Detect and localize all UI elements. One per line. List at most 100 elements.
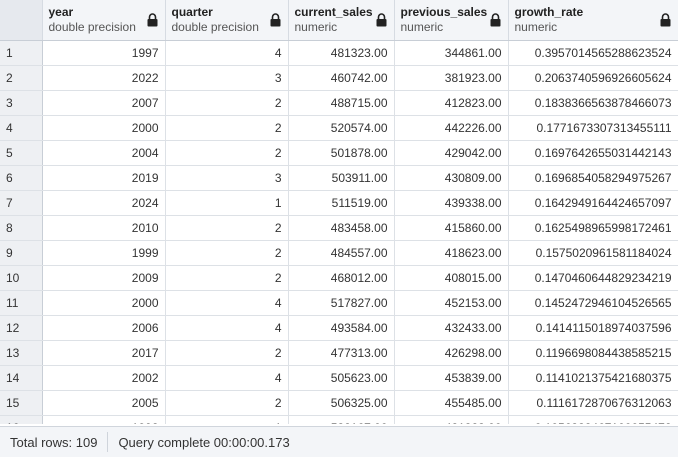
- row-number[interactable]: 13: [0, 340, 43, 366]
- row-number[interactable]: 12: [0, 315, 43, 341]
- table-row[interactable]: 5 2004 2 501878.00 429042.00 0.16976426550314…: [0, 140, 678, 166]
- cell-growth-rate[interactable]: 0.1470460644829234219: [508, 265, 678, 291]
- table-row[interactable]: 14 2002 4 505623.00 453839.00 0.1141021375421…: [0, 365, 678, 391]
- cell-quarter[interactable]: 4: [165, 290, 289, 316]
- cell-current-sales[interactable]: 483458.00: [288, 215, 395, 241]
- cell-growth-rate[interactable]: 0.1116172870676312063: [508, 390, 678, 416]
- table-row[interactable]: 15 2005 2 506325.00 455485.00 0.1116172870676…: [0, 390, 678, 416]
- cell-quarter[interactable]: 2: [165, 140, 289, 166]
- cell-quarter[interactable]: 4: [165, 365, 289, 391]
- cell-current-sales[interactable]: 520574.00: [288, 115, 395, 141]
- cell-growth-rate[interactable]: 0.1642949164424657097: [508, 190, 678, 216]
- select-all-corner[interactable]: [0, 0, 43, 41]
- cell-current-sales[interactable]: 506325.00: [288, 390, 395, 416]
- cell-quarter[interactable]: 2: [165, 340, 289, 366]
- cell-growth-rate[interactable]: 0.3957014565288623524: [508, 40, 678, 66]
- cell-growth-rate[interactable]: 0.1771673307313455111: [508, 115, 678, 141]
- cell-previous-sales[interactable]: 442226.00: [394, 115, 509, 141]
- cell-current-sales[interactable]: 481323.00: [288, 40, 395, 66]
- row-number[interactable]: 5: [0, 140, 43, 166]
- row-number[interactable]: 10: [0, 265, 43, 291]
- cell-growth-rate[interactable]: 0.1696854058294975267: [508, 165, 678, 191]
- cell-year[interactable]: 2024: [42, 190, 166, 216]
- cell-quarter[interactable]: 4: [165, 315, 289, 341]
- table-row[interactable]: 8 2010 2 483458.00 415860.00 0.16254989659981…: [0, 215, 678, 241]
- cell-quarter[interactable]: 2: [165, 265, 289, 291]
- cell-growth-rate[interactable]: 0.1697642655031442143: [508, 140, 678, 166]
- row-number[interactable]: 6: [0, 165, 43, 191]
- cell-current-sales[interactable]: 493584.00: [288, 315, 395, 341]
- column-header-current-sales[interactable]: current_sales numeric: [288, 0, 395, 41]
- cell-previous-sales[interactable]: 452153.00: [394, 290, 509, 316]
- cell-previous-sales[interactable]: 439338.00: [394, 190, 509, 216]
- cell-previous-sales[interactable]: 415860.00: [394, 215, 509, 241]
- cell-year[interactable]: 2022: [42, 65, 166, 91]
- row-number[interactable]: 7: [0, 190, 43, 216]
- cell-year[interactable]: 1998: [42, 415, 166, 424]
- cell-growth-rate[interactable]: 0.1575020961581184024: [508, 240, 678, 266]
- cell-year[interactable]: 2006: [42, 315, 166, 341]
- cell-year[interactable]: 1999: [42, 240, 166, 266]
- column-header-year[interactable]: year double precision: [42, 0, 166, 41]
- cell-quarter[interactable]: 1: [165, 190, 289, 216]
- cell-current-sales[interactable]: 511519.00: [288, 190, 395, 216]
- cell-quarter[interactable]: 1: [165, 415, 289, 424]
- cell-quarter[interactable]: 3: [165, 65, 289, 91]
- cell-quarter[interactable]: 2: [165, 90, 289, 116]
- cell-previous-sales[interactable]: 455485.00: [394, 390, 509, 416]
- table-row[interactable]: 3 2007 2 488715.00 412823.00 0.18383665638784…: [0, 90, 678, 116]
- cell-previous-sales[interactable]: 412823.00: [394, 90, 509, 116]
- cell-previous-sales[interactable]: 481323.00: [394, 415, 509, 424]
- table-row[interactable]: 10 2009 2 468012.00 408015.00 0.1470460644829…: [0, 265, 678, 291]
- table-row[interactable]: 4 2000 2 520574.00 442226.00 0.17716733073134…: [0, 115, 678, 141]
- table-row[interactable]: 11 2000 4 517827.00 452153.00 0.1452472946104…: [0, 290, 678, 316]
- row-number[interactable]: 14: [0, 365, 43, 391]
- cell-current-sales[interactable]: 477313.00: [288, 340, 395, 366]
- row-number[interactable]: 11: [0, 290, 43, 316]
- cell-current-sales[interactable]: 503911.00: [288, 165, 395, 191]
- cell-growth-rate[interactable]: 0.1452472946104526565: [508, 290, 678, 316]
- cell-year[interactable]: 2019: [42, 165, 166, 191]
- cell-previous-sales[interactable]: 426298.00: [394, 340, 509, 366]
- cell-year[interactable]: 2009: [42, 265, 166, 291]
- cell-growth-rate[interactable]: 0.1056338467100055472: [508, 415, 678, 424]
- cell-quarter[interactable]: 4: [165, 40, 289, 66]
- cell-previous-sales[interactable]: 381923.00: [394, 65, 509, 91]
- cell-current-sales[interactable]: 505623.00: [288, 365, 395, 391]
- cell-previous-sales[interactable]: 429042.00: [394, 140, 509, 166]
- cell-quarter[interactable]: 2: [165, 115, 289, 141]
- table-row[interactable]: 2 2022 3 460742.00 381923.00 0.20637405969266…: [0, 65, 678, 91]
- column-header-previous-sales[interactable]: previous_sales numeric: [394, 0, 509, 41]
- table-row[interactable]: 1 1997 4 481323.00 344861.00 0.39570145652886…: [0, 40, 678, 66]
- cell-year[interactable]: 2010: [42, 215, 166, 241]
- cell-current-sales[interactable]: 517827.00: [288, 290, 395, 316]
- table-row[interactable]: 7 2024 1 511519.00 439338.00 0.16429491644246…: [0, 190, 678, 216]
- table-row[interactable]: 13 2017 2 477313.00 426298.00 0.1196698084438…: [0, 340, 678, 366]
- cell-year[interactable]: 2007: [42, 90, 166, 116]
- column-header-quarter[interactable]: quarter double precision: [165, 0, 289, 41]
- cell-year[interactable]: 2004: [42, 140, 166, 166]
- cell-previous-sales[interactable]: 408015.00: [394, 265, 509, 291]
- cell-current-sales[interactable]: 484557.00: [288, 240, 395, 266]
- cell-growth-rate[interactable]: 0.1838366563878466073: [508, 90, 678, 116]
- table-row[interactable]: 1619981532167.00481323.000.1056338467100…: [0, 415, 678, 424]
- row-number[interactable]: 16: [0, 415, 43, 424]
- cell-current-sales[interactable]: 488715.00: [288, 90, 395, 116]
- cell-year[interactable]: 2002: [42, 365, 166, 391]
- row-number[interactable]: 8: [0, 215, 43, 241]
- cell-growth-rate[interactable]: 0.2063740596926605624: [508, 65, 678, 91]
- cell-current-sales[interactable]: 532167.00: [288, 415, 395, 424]
- cell-current-sales[interactable]: 460742.00: [288, 65, 395, 91]
- cell-growth-rate[interactable]: 0.1196698084438585215: [508, 340, 678, 366]
- cell-previous-sales[interactable]: 432433.00: [394, 315, 509, 341]
- cell-previous-sales[interactable]: 418623.00: [394, 240, 509, 266]
- table-row[interactable]: 6 2019 3 503911.00 430809.00 0.16968540582949…: [0, 165, 678, 191]
- cell-year[interactable]: 2000: [42, 290, 166, 316]
- row-number[interactable]: 4: [0, 115, 43, 141]
- cell-year[interactable]: 2017: [42, 340, 166, 366]
- cell-growth-rate[interactable]: 0.1141021375421680375: [508, 365, 678, 391]
- cell-quarter[interactable]: 2: [165, 240, 289, 266]
- row-number[interactable]: 9: [0, 240, 43, 266]
- cell-growth-rate[interactable]: 0.1414115018974037596: [508, 315, 678, 341]
- cell-year[interactable]: 2005: [42, 390, 166, 416]
